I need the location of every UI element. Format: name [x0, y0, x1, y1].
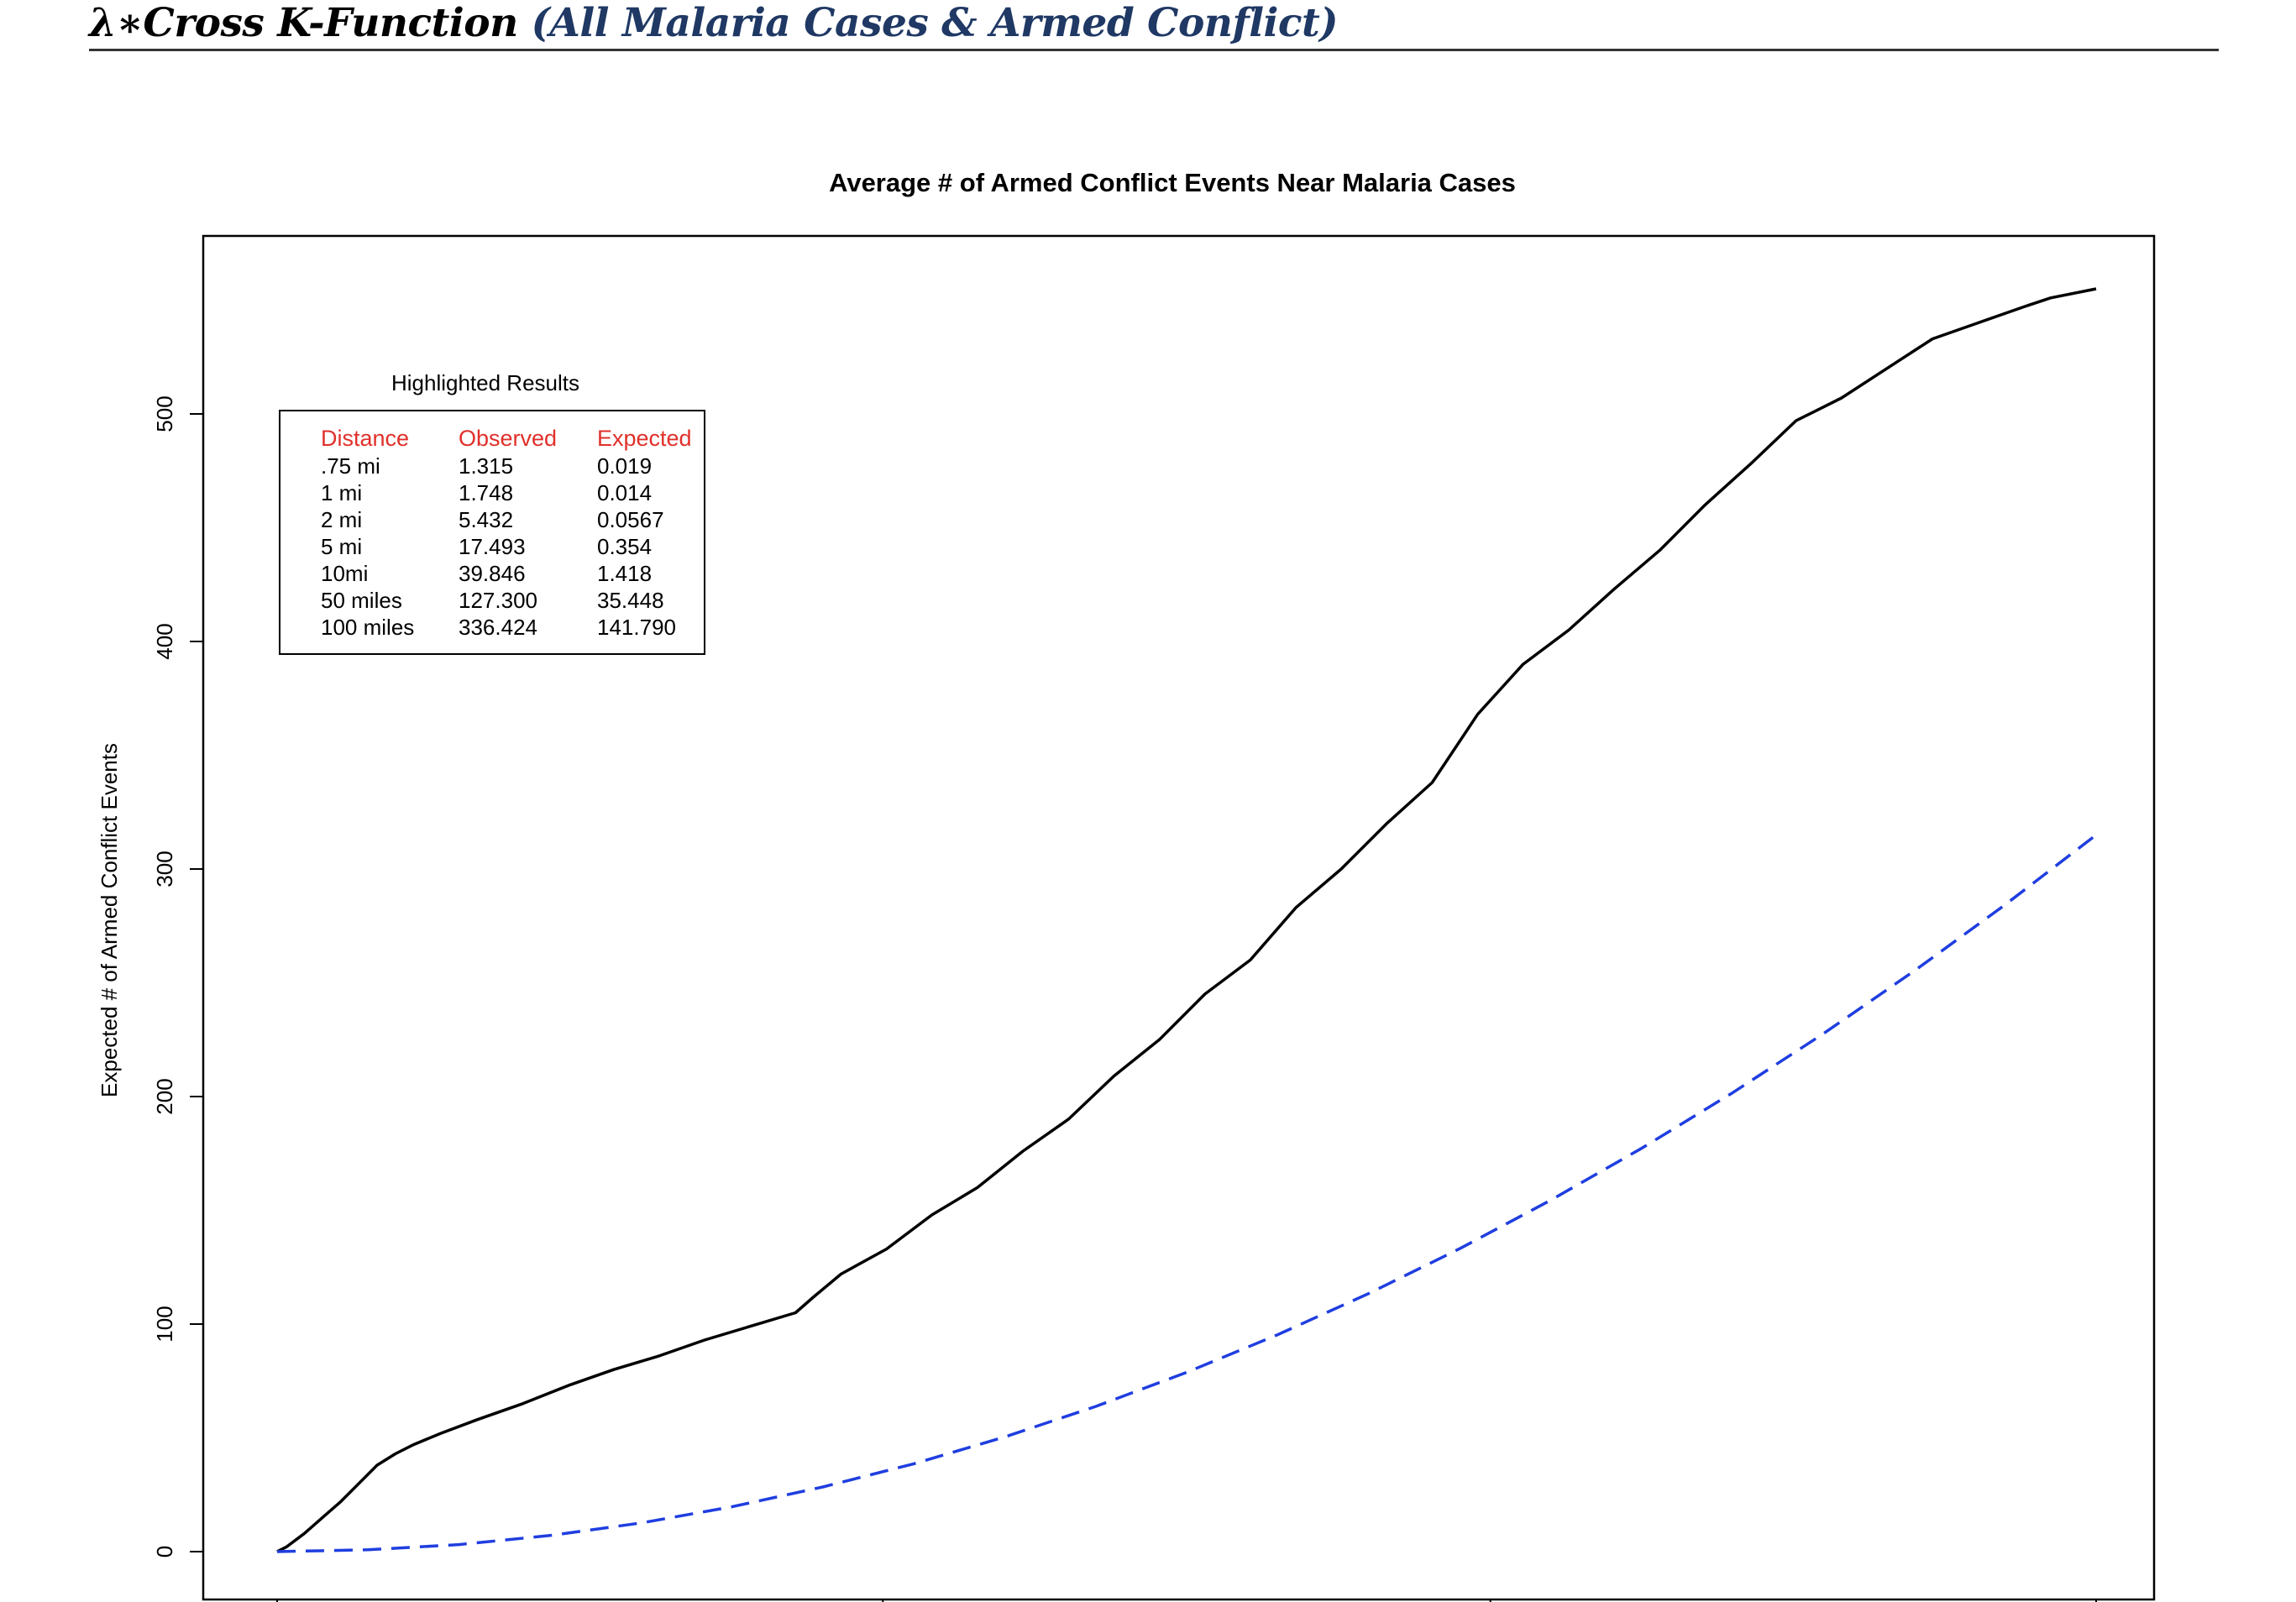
legend-cell: 1.748 [459, 480, 513, 505]
y-tick-label: 200 [152, 1078, 177, 1114]
series-line-2 [276, 834, 2098, 1553]
legend-cell: 50 miles [321, 588, 402, 613]
y-tick-label: 500 [152, 395, 177, 432]
legend: Highlighted Results Distance Observed Expe… [279, 370, 705, 655]
legend-cell: 127.300 [459, 588, 537, 613]
legend-title: Highlighted Results [391, 370, 579, 395]
legend-cell: 0.354 [597, 534, 652, 559]
legend-cell: .75 mi [321, 453, 380, 479]
chart-title: Average # of Armed Conflict Events Near … [829, 168, 1516, 197]
legend-cell: 1.315 [459, 453, 513, 479]
series-line-1 [276, 287, 2097, 1553]
y-tick-label: 0 [152, 1546, 177, 1558]
legend-cell: 39.846 [459, 561, 526, 586]
legend-cell: 17.493 [459, 534, 526, 559]
legend-header: Observed [459, 426, 557, 451]
legend-header: Distance [321, 426, 409, 451]
legend-cell: 100 miles [321, 615, 414, 640]
legend-box [279, 410, 705, 655]
plot-frame [202, 234, 2156, 1601]
legend-cell: 5 mi [321, 534, 362, 559]
legend-cell: 35.448 [597, 588, 664, 613]
legend-cell: 5.432 [459, 507, 513, 532]
y-tick-label: 400 [152, 623, 177, 659]
legend-cell: 336.424 [459, 615, 537, 640]
slide-title-main: λ∗Cross K-Function [89, 0, 532, 46]
legend-cell: 1 mi [321, 480, 362, 505]
legend-cell: 1.418 [597, 561, 652, 586]
y-axis-label: Expected # of Armed Conflict Events [97, 743, 122, 1097]
y-tick-label: 100 [152, 1306, 177, 1342]
y-axis: 0 100 200 300 400 500 [152, 395, 203, 1558]
legend-cell: 141.790 [597, 615, 676, 640]
y-tick-label: 300 [152, 851, 177, 887]
legend-cell: 2 mi [321, 507, 362, 532]
slide-title-sub: (All Malaria Cases & Armed Conflict) [531, 0, 1339, 46]
title-underline [89, 49, 2219, 51]
legend-cell: 0.019 [597, 453, 652, 479]
legend-cell: 0.014 [597, 480, 652, 505]
series-group [276, 287, 2098, 1553]
legend-header: Expected [597, 426, 692, 451]
legend-cell: 10mi [321, 561, 368, 586]
legend-cell: 0.0567 [597, 507, 664, 532]
slide-title: λ∗Cross K-Function (All Malaria Cases & … [89, 0, 1338, 46]
